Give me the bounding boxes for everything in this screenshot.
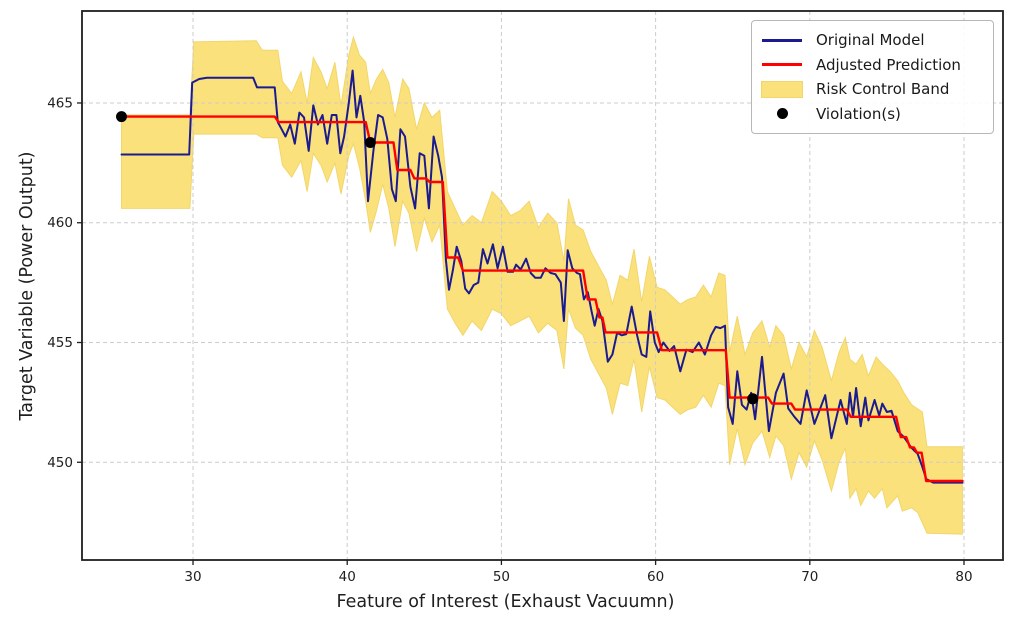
- legend-label: Original Model: [816, 31, 925, 50]
- x-tick-label: 40: [339, 569, 356, 585]
- legend-label: Adjusted Prediction: [816, 55, 961, 74]
- adjusted-prediction-line: [120, 115, 964, 483]
- legend: Original Model Adjusted Prediction Risk …: [751, 20, 994, 134]
- adjusted-prediction-line-swatch: [760, 63, 804, 67]
- risk-control-band: [121, 35, 963, 535]
- y-tick-label: 465: [47, 95, 73, 111]
- x-tick-label: 50: [493, 569, 510, 585]
- original-model-line: [120, 69, 964, 484]
- y-axis-label: Target Variable (Power Output): [17, 151, 37, 421]
- legend-label: Violation(s): [816, 104, 901, 123]
- legend-item-violations: Violation(s): [760, 102, 985, 127]
- x-tick-label: 70: [801, 569, 818, 585]
- violation-dot: [364, 137, 376, 148]
- y-tick-label: 450: [47, 455, 73, 471]
- original-model-line-swatch: [760, 38, 804, 42]
- violation-dot-swatch: [760, 108, 804, 120]
- y-axis-ticks: 450 455 460 465: [47, 95, 82, 471]
- violation-dot: [116, 111, 127, 123]
- risk-band-patch-swatch: [760, 80, 804, 98]
- x-tick-label: 80: [955, 569, 972, 585]
- y-tick-label: 460: [47, 215, 73, 231]
- x-tick-label: 60: [647, 569, 664, 585]
- x-tick-label: 30: [184, 569, 201, 585]
- x-axis-label: Feature of Interest (Exhaust Vacuumn): [336, 592, 675, 612]
- legend-item-risk-control-band: Risk Control Band: [760, 77, 985, 102]
- legend-item-adjusted-prediction: Adjusted Prediction: [760, 53, 985, 78]
- plot-border: [81, 10, 1004, 561]
- violation-dots: [116, 111, 759, 405]
- x-axis-ticks: 30 40 50 60 70 80: [184, 560, 973, 585]
- y-tick-label: 455: [47, 335, 73, 351]
- legend-label: Risk Control Band: [816, 80, 950, 99]
- legend-item-original-model: Original Model: [760, 28, 985, 53]
- violation-dot: [747, 393, 759, 405]
